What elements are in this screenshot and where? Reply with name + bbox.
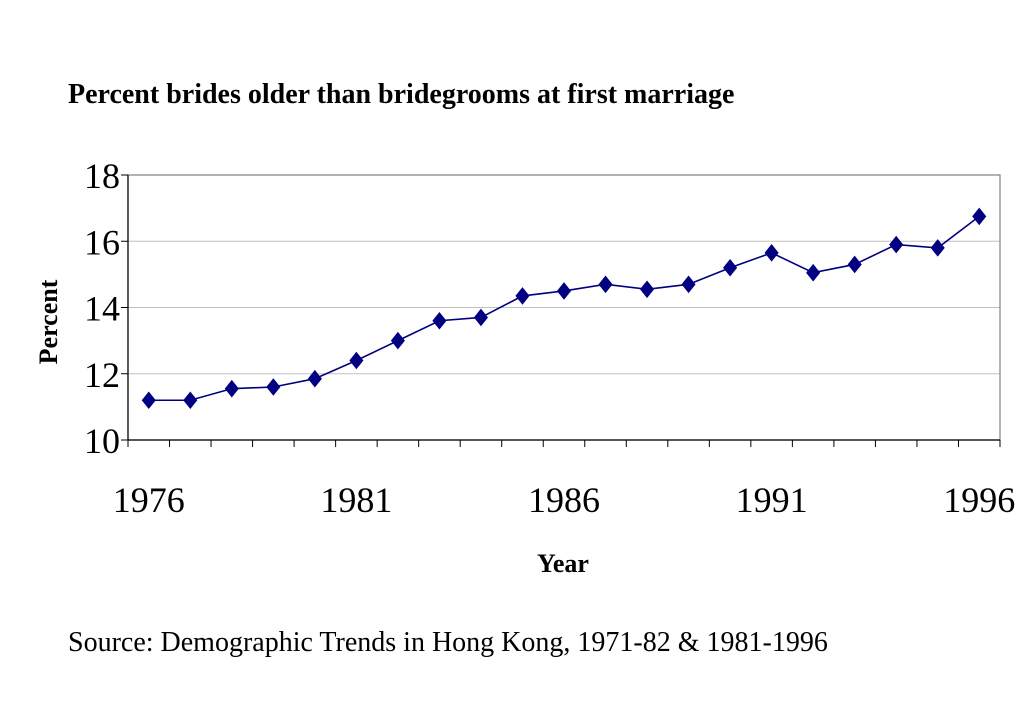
data-point xyxy=(930,239,945,257)
data-point xyxy=(473,308,488,327)
x-axis-title: Year xyxy=(537,549,589,578)
data-point xyxy=(390,331,405,350)
data-point xyxy=(515,287,530,305)
series-line xyxy=(148,215,980,402)
data-point xyxy=(640,280,655,299)
y-tick-label: 16 xyxy=(84,222,120,262)
x-tick-labels: 1976 1981 1986 1991 1996 xyxy=(113,480,1015,520)
data-point xyxy=(972,207,987,226)
data-point xyxy=(806,263,821,282)
x-tick-label: 1986 xyxy=(528,480,600,520)
data-point xyxy=(266,378,281,396)
axes xyxy=(121,174,1001,447)
series xyxy=(141,207,987,410)
data-point xyxy=(349,351,364,370)
data-point xyxy=(723,258,738,277)
data-point xyxy=(681,275,696,294)
data-point xyxy=(598,275,613,294)
y-tick-label: 14 xyxy=(84,289,120,329)
data-point xyxy=(889,235,904,254)
data-point xyxy=(432,311,447,330)
chart-title: Percent brides older than bridegrooms at… xyxy=(68,79,734,110)
x-tick-label: 1996 xyxy=(943,480,1015,520)
data-point xyxy=(847,255,862,274)
data-point xyxy=(183,391,198,410)
y-tick-label: 10 xyxy=(84,421,120,461)
y-tick-labels: 10 12 14 16 18 xyxy=(84,156,120,461)
y-tick-label: 18 xyxy=(84,156,120,196)
grid-lines xyxy=(128,240,1000,375)
data-point xyxy=(764,244,779,262)
x-tick-label: 1991 xyxy=(736,480,808,520)
source-note: Source: Demographic Trends in Hong Kong,… xyxy=(68,627,828,658)
data-point xyxy=(141,391,156,410)
data-point xyxy=(307,369,322,388)
y-axis-title: Percent xyxy=(34,279,63,364)
x-tick-label: 1981 xyxy=(320,480,392,520)
data-point xyxy=(224,379,239,398)
y-tick-label: 12 xyxy=(84,355,120,395)
x-tick-label: 1976 xyxy=(113,480,185,520)
data-point xyxy=(556,282,572,300)
